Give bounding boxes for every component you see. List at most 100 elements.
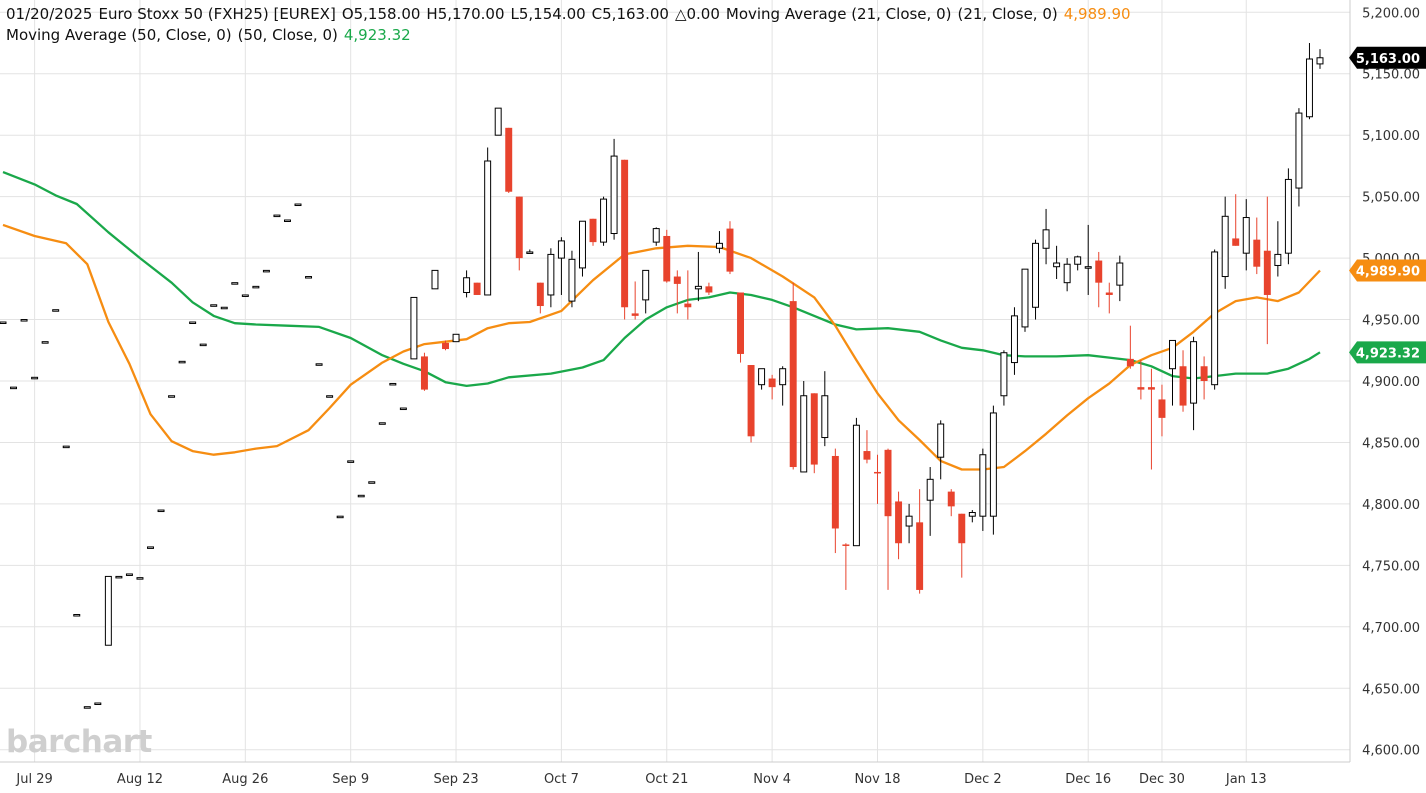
candle — [1284, 168, 1292, 265]
candle-body — [420, 356, 428, 390]
candle-body — [62, 445, 70, 449]
candle — [589, 218, 597, 246]
candle-body — [410, 296, 418, 360]
candle-body — [536, 282, 544, 307]
candle-body — [315, 363, 323, 366]
ma21-tag: 4,989.90 — [1349, 259, 1426, 282]
candle — [726, 221, 734, 275]
candle-body — [1179, 366, 1187, 406]
candle-body — [789, 301, 797, 468]
candle — [199, 343, 207, 347]
candle-body — [20, 319, 28, 322]
candle-body — [41, 341, 49, 344]
y-tick-label: 4,850.00 — [1362, 436, 1420, 451]
candle — [347, 460, 355, 463]
candle — [1074, 255, 1082, 271]
candle-body — [810, 393, 818, 465]
candle — [600, 196, 608, 246]
candle — [947, 489, 955, 517]
candle — [442, 340, 449, 351]
candle — [831, 448, 839, 554]
candle-body — [652, 228, 660, 243]
ma50-legend-value: 4,923.32 — [343, 26, 411, 44]
candle-body — [168, 395, 176, 398]
ma50-legend-label[interactable]: Moving Average (50, Close, 0) — [6, 26, 232, 44]
candle — [789, 282, 797, 470]
candle — [1232, 194, 1240, 246]
ma21-legend-label[interactable]: Moving Average (21, Close, 0) — [725, 5, 952, 23]
candle — [73, 614, 81, 617]
candle-body — [1137, 387, 1145, 390]
candle — [768, 374, 776, 400]
header-close: C5,163.00 — [591, 5, 669, 23]
candle — [136, 577, 144, 580]
candle — [463, 270, 471, 298]
candle — [800, 381, 808, 473]
header-change: △0.00 — [674, 5, 720, 23]
candle-body — [800, 395, 808, 473]
legend-line-2: Moving Average (50, Close, 0) (50, Close,… — [6, 26, 411, 44]
candle-body — [1032, 242, 1040, 308]
ma21-legend-params: (21, Close, 0) — [957, 5, 1058, 23]
price-tags: 5,163.00 4,989.90 4,923.32 — [1349, 46, 1426, 364]
candle-body — [547, 253, 555, 296]
candle — [568, 250, 576, 308]
candle-body — [947, 491, 955, 507]
legend-line-1: 01/20/2025 Euro Stoxx 50 (FXH25) [EUREX] O… — [6, 5, 1131, 23]
candle — [252, 285, 260, 289]
candle — [336, 515, 344, 519]
candle-body — [1305, 58, 1313, 118]
candle — [821, 371, 829, 447]
candle — [294, 203, 302, 207]
candle — [378, 422, 386, 425]
candle-body — [104, 575, 112, 646]
candle-body — [1284, 178, 1292, 254]
candle — [420, 352, 428, 391]
candle — [610, 138, 618, 240]
candle — [1053, 245, 1061, 279]
candle — [989, 405, 997, 535]
candle — [673, 270, 681, 314]
candle-body — [1084, 266, 1092, 269]
candle — [557, 237, 565, 295]
candle — [210, 304, 218, 307]
candle — [1200, 356, 1208, 400]
candle-body — [747, 365, 755, 437]
candle-body — [726, 228, 734, 272]
candle-body — [758, 368, 766, 386]
candle-body — [0, 321, 7, 325]
candle — [125, 573, 133, 576]
candle — [20, 319, 28, 322]
candle-body — [473, 282, 481, 295]
candle — [1021, 268, 1029, 332]
candle-body — [1190, 341, 1198, 404]
candle — [94, 702, 102, 706]
candle-body — [347, 460, 355, 463]
candle-body — [505, 127, 513, 192]
candle — [1179, 350, 1187, 412]
x-tick-label: Dec 16 — [1065, 772, 1111, 787]
candle-body — [863, 451, 871, 460]
candle — [852, 417, 860, 547]
candle-body — [336, 515, 344, 519]
candle-body — [305, 276, 313, 279]
candle — [189, 321, 197, 325]
candle — [315, 363, 323, 366]
candle — [926, 467, 934, 536]
candle — [1147, 368, 1155, 470]
ma21-tag-bg — [1349, 259, 1426, 282]
candle — [1211, 249, 1219, 390]
candle — [1105, 282, 1113, 314]
ma21-series — [2, 223, 1321, 471]
candle-body — [1053, 262, 1061, 268]
candle-body — [452, 333, 460, 343]
candle-body — [241, 294, 249, 297]
candle-body — [378, 422, 386, 425]
candle-body — [83, 706, 91, 709]
candle-body — [968, 512, 976, 517]
candle-body — [1253, 239, 1261, 267]
candle — [326, 395, 334, 398]
candle — [357, 494, 365, 498]
candle — [1137, 360, 1145, 400]
